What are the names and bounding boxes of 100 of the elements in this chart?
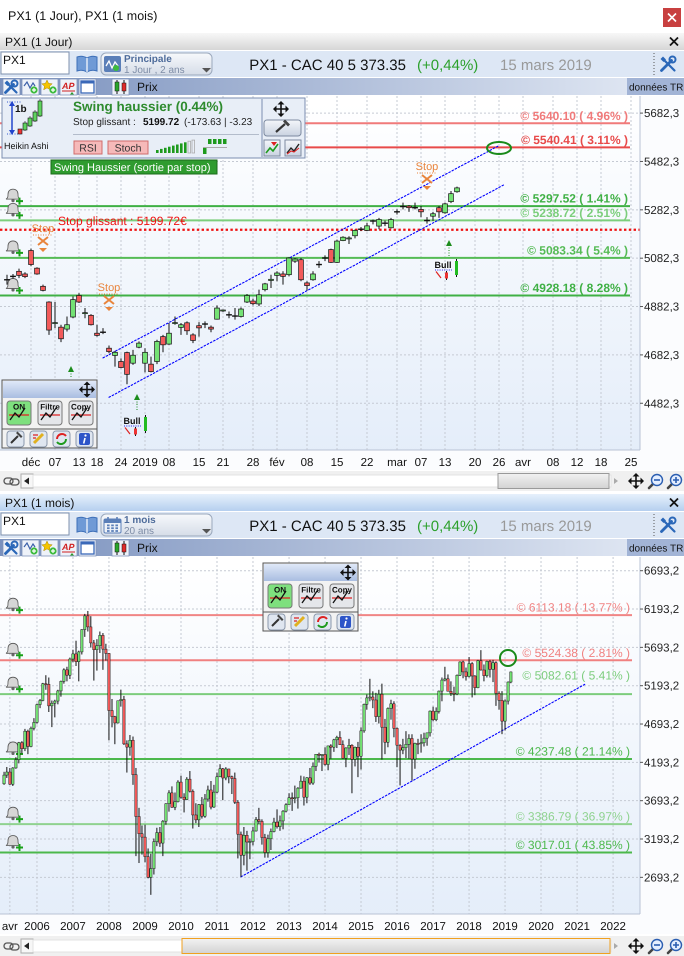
candlestick — [102, 632, 104, 670]
x-tick-label: 24 — [114, 457, 128, 469]
text: 15 mars 2019 — [500, 518, 592, 535]
x-tick-label: 2013 — [276, 921, 302, 933]
annotation: Heikin Ashi — [4, 141, 49, 151]
annotation: Swing Haussier (sortie par stop) — [54, 162, 211, 174]
x-tick-label: 2010 — [168, 921, 194, 933]
candlestick — [148, 356, 154, 373]
candlestick — [190, 332, 196, 344]
x-tick-label: fév — [269, 457, 285, 469]
x-tick-label: 26 — [492, 457, 506, 469]
annotation: Stop glissant : — [73, 117, 136, 128]
x-tick-label: 20 — [468, 457, 482, 469]
ref-line-label: © 3386.79 ( 36.97% ) — [516, 810, 630, 824]
text: 15 mars 2019 — [500, 57, 592, 74]
text: Prix — [137, 541, 158, 555]
ref-line-label: © 5540.41 ( 3.11% ) — [521, 132, 628, 147]
ref-line-label: © 4928.18 ( 8.28% ) — [520, 280, 628, 295]
candlestick — [276, 808, 278, 830]
candlestick — [482, 664, 486, 682]
candlestick — [24, 728, 26, 752]
candlestick — [310, 270, 316, 282]
annotation: Stop — [416, 161, 438, 173]
candlestick — [377, 689, 380, 724]
x-tick-label: 2006 — [24, 921, 50, 933]
annotation: Copy — [71, 402, 92, 412]
candlestick — [404, 730, 408, 758]
x-tick-label: 07 — [414, 457, 428, 469]
text: PX1 (1 mois) — [5, 496, 74, 510]
annotation: Stop — [32, 223, 54, 235]
candlestick — [430, 211, 436, 222]
ref-line-label: © 5297.52 ( 1.41% ) — [520, 192, 628, 206]
ref-line-label: © 6113.18 ( 13.77% ) — [516, 600, 630, 615]
text: AP — [61, 542, 76, 552]
candlestick — [112, 350, 118, 368]
annotation: Stop — [98, 282, 120, 294]
annotation: Copy — [332, 586, 353, 594]
x-tick-label: 08 — [546, 457, 560, 469]
candlestick — [420, 734, 422, 754]
text: PX1 — [3, 514, 26, 528]
x-tick-label: mar — [387, 457, 408, 469]
chart-subtitle: (+0,44%) — [417, 57, 478, 74]
candlestick — [82, 308, 88, 319]
ref-line-label: © 3017.01 ( 43.85% ) — [516, 838, 630, 852]
x-tick-label: 08 — [300, 457, 314, 469]
candlestick — [246, 830, 248, 872]
x-tick-label: 18 — [594, 457, 608, 469]
x-tick-label: 15 — [192, 457, 206, 469]
x-tick-label: 13 — [438, 457, 452, 469]
candlestick — [320, 754, 324, 772]
y-tick-label: 4693,2 — [644, 719, 680, 732]
candlestick — [500, 690, 504, 735]
chart-subtitle: (+0,44%) — [417, 518, 478, 535]
annotation: Filtre — [40, 402, 60, 412]
candlestick — [414, 742, 416, 770]
y-tick-label: 4482,3 — [644, 398, 680, 410]
y-tick-label: 5482,3 — [644, 156, 680, 168]
candlestick — [335, 735, 338, 749]
annotation: (-173.63 | -3.23 — [184, 117, 253, 128]
x-tick-label: 2007 — [60, 921, 86, 933]
candlestick — [224, 766, 228, 781]
x-tick-label: 2021 — [564, 921, 590, 933]
x-tick-label: 2019 — [132, 457, 158, 469]
x-tick-label: 18 — [90, 457, 104, 469]
x-tick-label: 2019 — [492, 921, 518, 933]
candlestick — [26, 729, 30, 755]
annotation: ON — [274, 586, 286, 594]
y-tick-label: 2693,2 — [644, 872, 680, 884]
x-tick-label: 2011 — [204, 921, 230, 933]
candlestick — [318, 752, 320, 764]
x-tick-label: 2012 — [240, 921, 266, 933]
candlestick — [142, 348, 148, 373]
x-tick-label: 2022 — [600, 921, 626, 933]
candlestick — [28, 248, 34, 267]
candlestick — [348, 738, 350, 756]
candlestick — [210, 780, 212, 810]
candlestick — [418, 206, 424, 218]
text: PX1 (1 Jour), PX1 (1 mois) — [8, 9, 158, 23]
candlestick — [290, 792, 294, 812]
candlestick — [4, 274, 10, 286]
candlestick — [2, 771, 6, 786]
annotation: Stoch — [114, 142, 142, 154]
y-tick-label: 4682,3 — [644, 350, 680, 362]
annotation: Bull — [434, 260, 452, 270]
ref-line-label: © 4237.48 ( 21.14% ) — [516, 744, 630, 758]
x-tick-label: 2015 — [348, 921, 374, 933]
candlestick — [304, 280, 310, 292]
x-tick-label: 2020 — [528, 921, 554, 933]
candlestick — [326, 745, 330, 771]
x-tick-label: avr — [2, 921, 18, 933]
y-tick-label: 4882,3 — [644, 302, 680, 314]
candlestick — [94, 324, 100, 338]
chart-title: PX1 - CAC 40 5 373.35 — [249, 518, 406, 535]
text: 1 Jour , 2 ans — [124, 65, 185, 76]
y-tick-label: 6193,2 — [644, 604, 680, 616]
candlestick — [200, 796, 204, 820]
candlestick — [268, 274, 274, 288]
text: données TR — [629, 544, 684, 554]
candlestick — [488, 659, 492, 678]
text: AP — [61, 81, 76, 91]
